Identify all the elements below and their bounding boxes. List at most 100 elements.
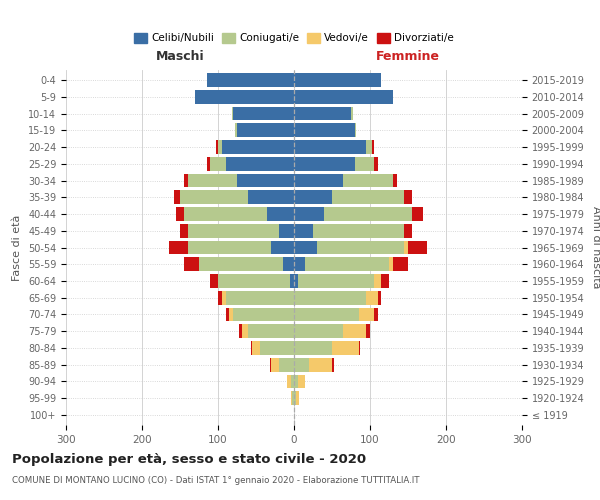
- Bar: [296, 392, 299, 405]
- Bar: [294, 240, 317, 254]
- Bar: [237, 174, 294, 188]
- Bar: [294, 392, 296, 405]
- Bar: [294, 358, 309, 372]
- Bar: [235, 124, 237, 137]
- Bar: [309, 358, 332, 372]
- Bar: [211, 157, 226, 170]
- Bar: [232, 106, 233, 120]
- Bar: [404, 240, 408, 254]
- Bar: [226, 291, 294, 304]
- Bar: [251, 341, 252, 355]
- Bar: [217, 140, 218, 154]
- Bar: [176, 207, 184, 221]
- Bar: [393, 258, 408, 271]
- Bar: [268, 207, 294, 221]
- Bar: [292, 392, 294, 405]
- Bar: [283, 258, 294, 271]
- Bar: [355, 157, 374, 170]
- Bar: [408, 240, 427, 254]
- Bar: [218, 291, 222, 304]
- Bar: [206, 73, 294, 87]
- Bar: [294, 274, 298, 288]
- Bar: [404, 224, 412, 237]
- Bar: [229, 308, 233, 322]
- Bar: [298, 274, 374, 288]
- Bar: [393, 174, 397, 188]
- Bar: [332, 190, 404, 204]
- Bar: [260, 341, 294, 355]
- Bar: [188, 224, 279, 237]
- Bar: [222, 291, 226, 304]
- Bar: [355, 124, 356, 137]
- Bar: [174, 190, 180, 204]
- Bar: [218, 140, 222, 154]
- Bar: [180, 190, 248, 204]
- Bar: [366, 140, 372, 154]
- Bar: [294, 73, 382, 87]
- Bar: [287, 374, 291, 388]
- Bar: [188, 174, 237, 188]
- Bar: [294, 324, 343, 338]
- Bar: [343, 174, 393, 188]
- Bar: [325, 207, 412, 221]
- Bar: [294, 140, 366, 154]
- Bar: [248, 190, 294, 204]
- Bar: [294, 174, 343, 188]
- Bar: [206, 157, 211, 170]
- Bar: [366, 324, 370, 338]
- Bar: [366, 291, 377, 304]
- Bar: [290, 274, 294, 288]
- Bar: [294, 207, 325, 221]
- Y-axis label: Fasce di età: Fasce di età: [13, 214, 22, 280]
- Bar: [188, 240, 271, 254]
- Bar: [294, 106, 351, 120]
- Bar: [351, 106, 353, 120]
- Bar: [226, 157, 294, 170]
- Text: Maschi: Maschi: [155, 50, 205, 63]
- Bar: [343, 324, 366, 338]
- Bar: [184, 174, 188, 188]
- Bar: [359, 308, 374, 322]
- Text: Femmine: Femmine: [376, 50, 440, 63]
- Bar: [372, 140, 374, 154]
- Bar: [279, 358, 294, 372]
- Bar: [298, 374, 305, 388]
- Bar: [195, 90, 294, 104]
- Bar: [233, 106, 294, 120]
- Bar: [374, 157, 377, 170]
- Bar: [294, 374, 298, 388]
- Y-axis label: Anni di nascita: Anni di nascita: [591, 206, 600, 289]
- Bar: [237, 124, 294, 137]
- Bar: [294, 341, 332, 355]
- Bar: [332, 358, 334, 372]
- Bar: [374, 308, 377, 322]
- Bar: [294, 308, 359, 322]
- Bar: [218, 274, 290, 288]
- Bar: [242, 324, 248, 338]
- Bar: [291, 392, 292, 405]
- Bar: [377, 291, 382, 304]
- Bar: [169, 240, 188, 254]
- Bar: [184, 207, 268, 221]
- Bar: [382, 274, 389, 288]
- Bar: [291, 374, 294, 388]
- Bar: [199, 258, 283, 271]
- Bar: [226, 308, 229, 322]
- Bar: [184, 258, 199, 271]
- Bar: [271, 358, 279, 372]
- Bar: [294, 190, 332, 204]
- Bar: [404, 190, 412, 204]
- Bar: [252, 341, 260, 355]
- Text: COMUNE DI MONTANO LUCINO (CO) - Dati ISTAT 1° gennaio 2020 - Elaborazione TUTTIT: COMUNE DI MONTANO LUCINO (CO) - Dati IST…: [12, 476, 419, 485]
- Bar: [317, 240, 404, 254]
- Bar: [294, 157, 355, 170]
- Text: Popolazione per età, sesso e stato civile - 2020: Popolazione per età, sesso e stato civil…: [12, 452, 366, 466]
- Bar: [389, 258, 393, 271]
- Bar: [294, 90, 393, 104]
- Bar: [279, 224, 294, 237]
- Bar: [180, 224, 188, 237]
- Bar: [271, 240, 294, 254]
- Bar: [269, 358, 271, 372]
- Bar: [294, 291, 366, 304]
- Bar: [239, 324, 242, 338]
